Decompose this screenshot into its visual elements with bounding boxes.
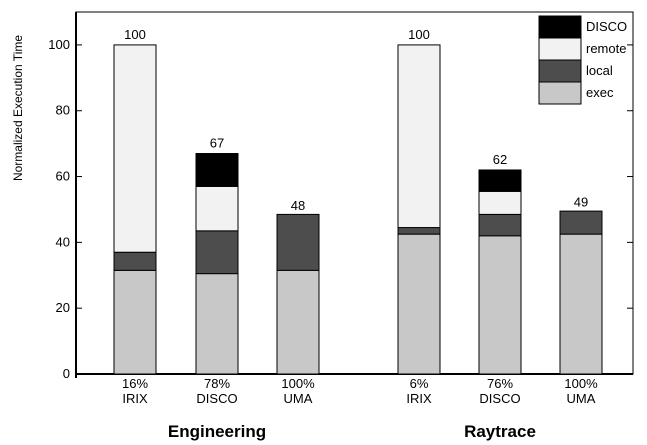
legend-swatch-exec <box>538 81 582 105</box>
bar-segment-remote <box>195 185 239 232</box>
legend-label-DISCO: DISCO <box>586 19 627 34</box>
y-tick-label: 40 <box>56 234 70 249</box>
bar-segment-remote <box>113 44 157 253</box>
x-tick-label-pct: 78% <box>204 376 230 391</box>
bar-segment-exec <box>397 233 441 375</box>
axes: 0 20 40 60 80 100 <box>48 11 634 381</box>
x-tick-label-system: UMA <box>567 391 596 406</box>
bar-total-label: 49 <box>574 195 588 210</box>
bar-segment-exec <box>478 235 522 375</box>
bar-segment-local <box>397 227 441 235</box>
x-tick-label-pct: 76% <box>487 376 513 391</box>
y-tick-label: 100 <box>48 37 70 52</box>
x-tick-label-system: UMA <box>284 391 313 406</box>
x-tick-label-system: DISCO <box>479 391 520 406</box>
legend-label-local: local <box>586 63 613 78</box>
y-tick-label: 20 <box>56 300 70 315</box>
bar-total-label: 67 <box>210 136 224 151</box>
group-label: Engineering <box>168 422 266 441</box>
bar-segment-DISCO <box>195 153 239 187</box>
legend: DISCO remote local exec <box>538 15 627 105</box>
bar-segment-exec <box>113 269 157 375</box>
legend-swatch-DISCO <box>538 15 582 39</box>
y-tick-label: 0 <box>63 366 70 381</box>
group-label: Raytrace <box>464 422 536 441</box>
bar-segment-exec <box>559 233 603 375</box>
bar-total-label: 62 <box>493 152 507 167</box>
bar-segment-local <box>478 213 522 237</box>
y-axis-title: Normalized Execution Time <box>11 35 25 181</box>
x-tick-label-pct: 100% <box>564 376 598 391</box>
x-tick-label-pct: 6% <box>410 376 429 391</box>
x-tick-label-pct: 16% <box>122 376 148 391</box>
y-tick-label: 60 <box>56 169 70 184</box>
legend-swatch-remote <box>538 37 582 61</box>
bar-segment-exec <box>195 273 239 375</box>
y-tick-label: 80 <box>56 103 70 118</box>
x-tick-label-pct: 100% <box>281 376 315 391</box>
labels: 10016%IRIX6778%DISCO48100%UMA1006%IRIX62… <box>122 27 598 441</box>
bar-segment-local <box>113 251 157 271</box>
bars <box>113 44 603 375</box>
bar-total-label: 100 <box>124 27 146 42</box>
bar-segment-local <box>276 213 320 271</box>
bar-segment-exec <box>276 269 320 375</box>
x-tick-label-system: DISCO <box>196 391 237 406</box>
bar-segment-remote <box>397 44 441 229</box>
legend-swatch-local <box>538 59 582 83</box>
legend-label-exec: exec <box>586 85 614 100</box>
bar-total-label: 100 <box>408 27 430 42</box>
bar-total-label: 48 <box>291 198 305 213</box>
bar-segment-local <box>195 230 239 275</box>
bar-segment-DISCO <box>478 169 522 192</box>
x-tick-label-system: IRIX <box>406 391 432 406</box>
legend-label-remote: remote <box>586 41 626 56</box>
x-tick-label-system: IRIX <box>122 391 148 406</box>
bar-segment-local <box>559 210 603 235</box>
bar-segment-remote <box>478 190 522 215</box>
